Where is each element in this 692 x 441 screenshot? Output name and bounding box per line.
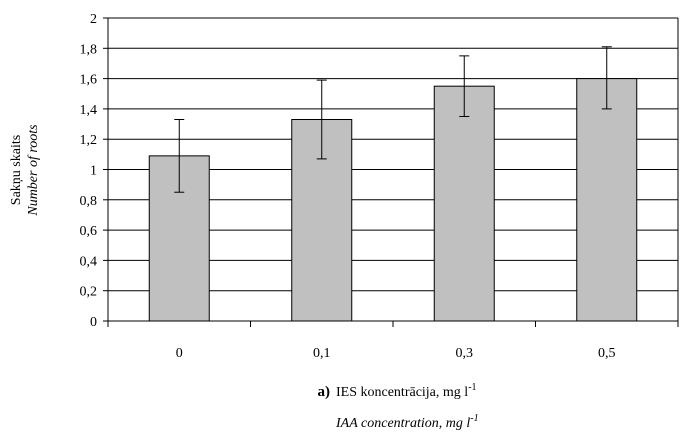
x-axis-title-en-text: IAA concentration, mg l bbox=[335, 416, 470, 431]
x-tick-labels: 0 0,1 0,3 0,5 bbox=[176, 346, 616, 361]
x-axis-title: IES koncentrācija, mg l-1 bbox=[336, 382, 477, 400]
y-tick-label: 1,4 bbox=[80, 103, 98, 118]
x-axis-title-text: IES koncentrācija, mg l bbox=[336, 385, 468, 400]
y-tick-label: 0,2 bbox=[80, 285, 98, 300]
x-tick-label: 0,3 bbox=[456, 346, 474, 361]
y-axis-title-en: Number of roots bbox=[26, 124, 41, 217]
y-tick-label: 0,4 bbox=[80, 254, 98, 269]
y-tick-label: 1,2 bbox=[80, 133, 98, 148]
y-tick-label: 0,8 bbox=[80, 194, 98, 209]
x-tick-label: 0,1 bbox=[313, 346, 331, 361]
bar bbox=[576, 78, 638, 322]
bar bbox=[433, 85, 495, 322]
axes bbox=[103, 17, 679, 327]
y-tick-label: 1 bbox=[90, 164, 97, 179]
y-tick-label: 0 bbox=[90, 315, 97, 330]
y-tick-label: 1,6 bbox=[80, 73, 98, 88]
x-tick-label: 0 bbox=[176, 346, 183, 361]
x-axis-title-en-exponent: -1 bbox=[470, 413, 478, 424]
panel-letter: a) bbox=[318, 384, 331, 400]
y-tick-label: 2 bbox=[90, 12, 97, 27]
y-tick-labels: 0 0,2 0,4 0,6 0,8 1 1,2 1,4 1,6 1,8 2 bbox=[80, 12, 98, 330]
x-axis-title-exponent: -1 bbox=[468, 382, 476, 393]
y-tick-label: 0,6 bbox=[80, 224, 98, 239]
x-axis-title-en: IAA concentration, mg l-1 bbox=[335, 413, 479, 431]
error-bars bbox=[174, 46, 612, 193]
y-axis-title: Sakņu skaits bbox=[9, 135, 24, 205]
y-tick-label: 1,8 bbox=[80, 42, 98, 57]
x-tick-label: 0,5 bbox=[598, 346, 616, 361]
